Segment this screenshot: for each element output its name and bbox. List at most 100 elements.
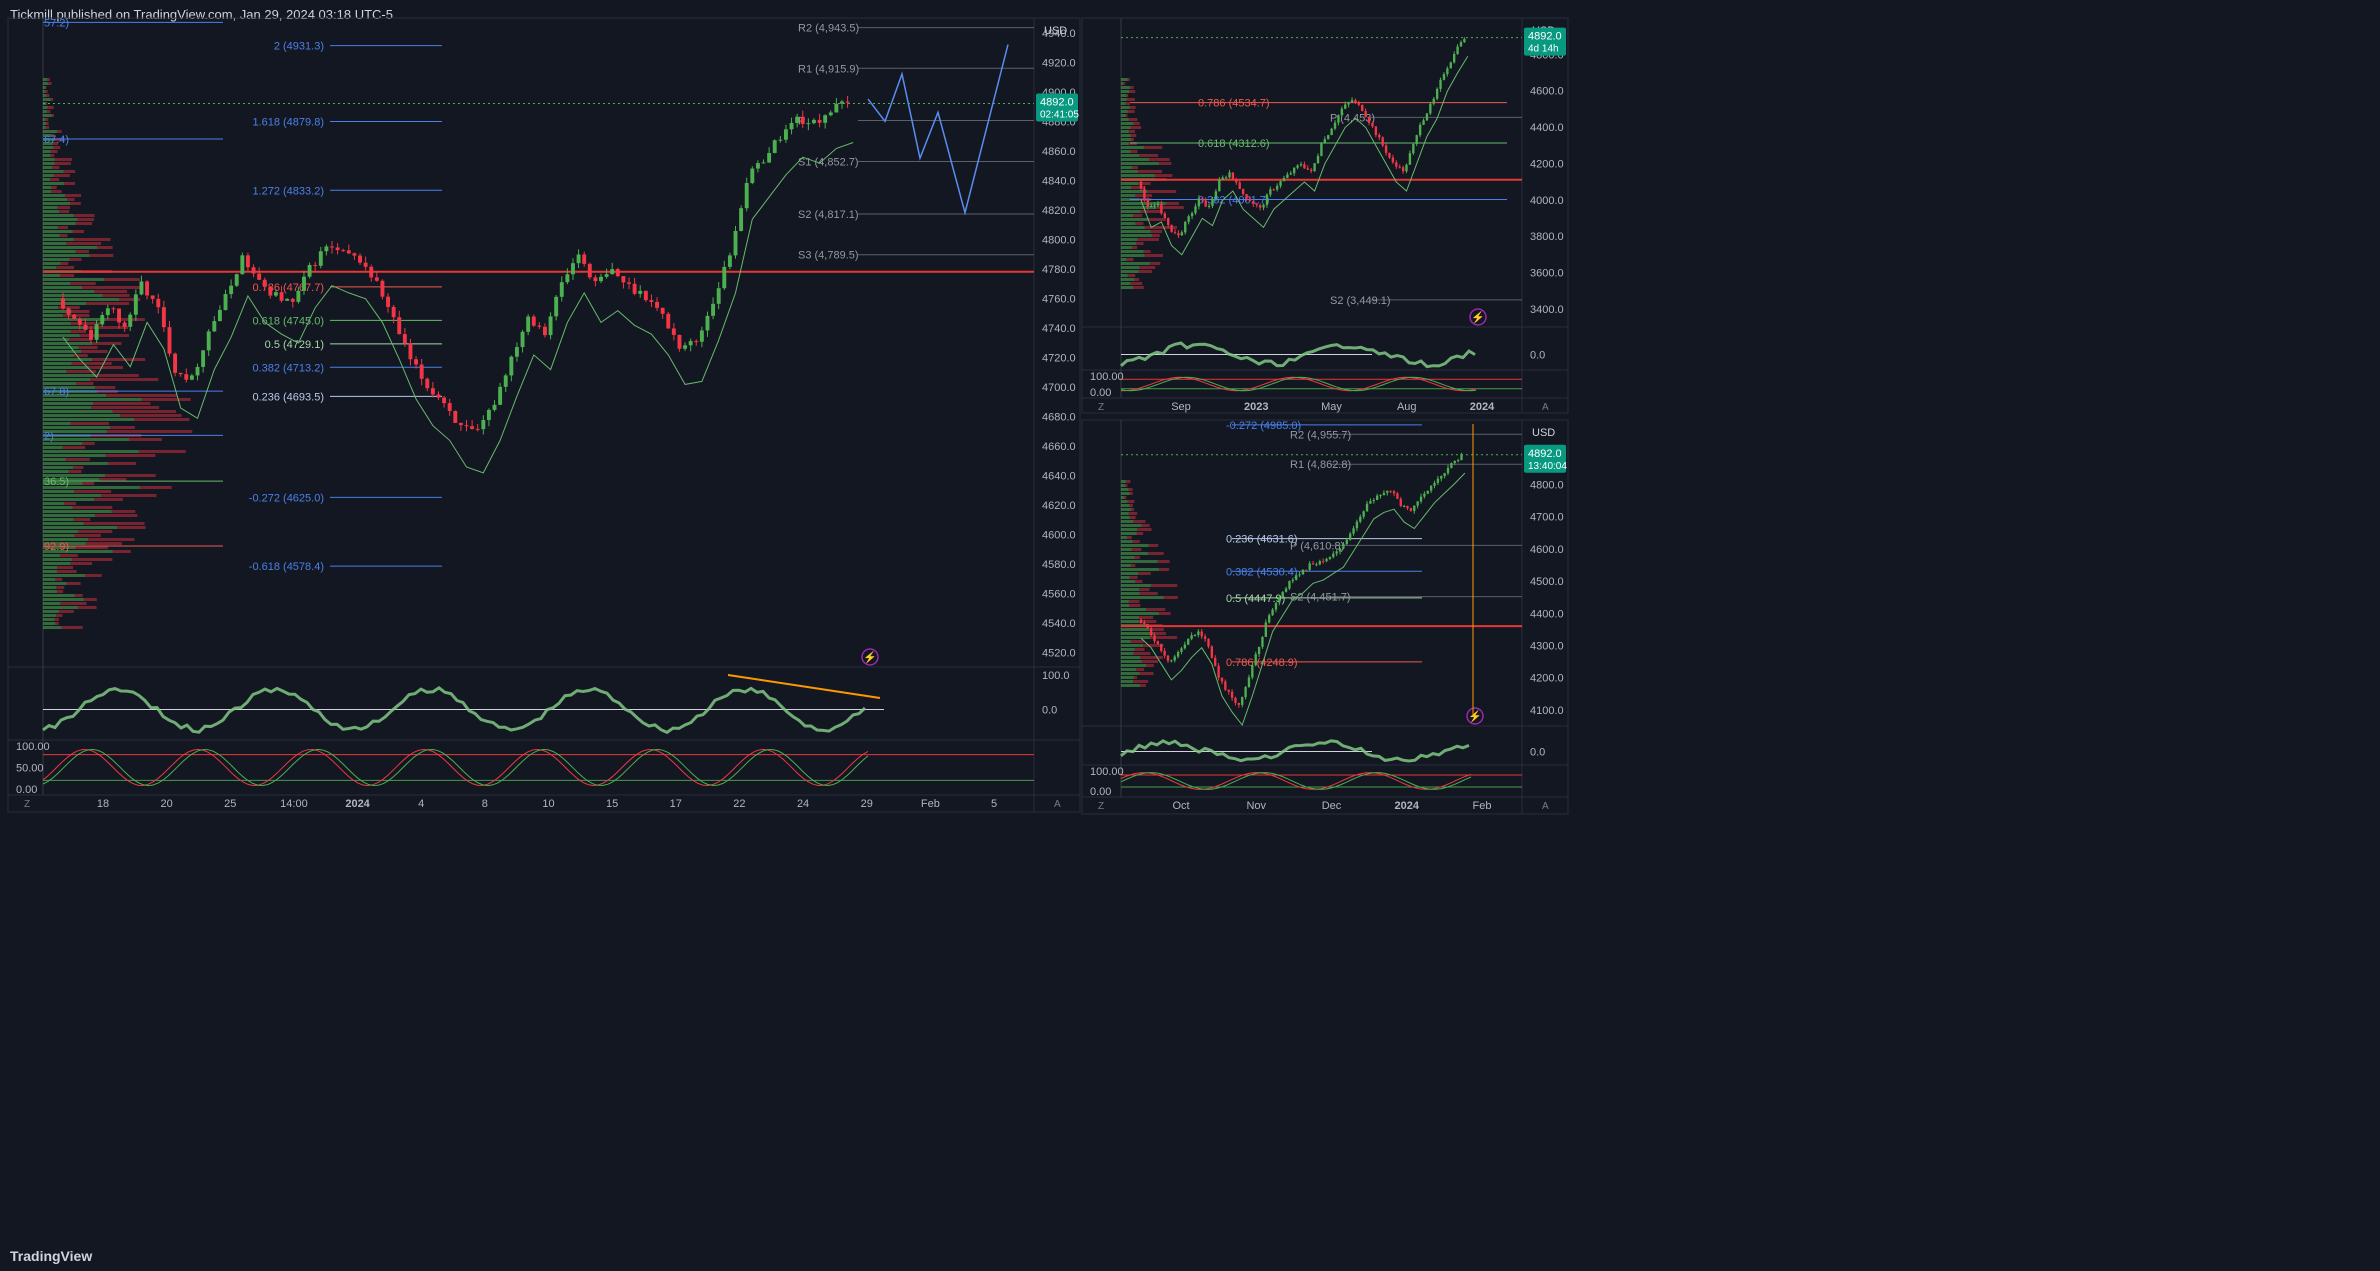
candle-body — [828, 112, 833, 116]
candle-body — [1459, 42, 1463, 47]
candle-body — [1310, 169, 1313, 172]
volume-profile-bar — [1121, 628, 1149, 631]
volume-profile-bar — [1121, 230, 1151, 233]
volume-profile-bar — [53, 174, 70, 177]
volume-profile-bar — [1121, 114, 1126, 117]
volume-profile-bar — [43, 394, 107, 397]
volume-profile-bar — [1135, 242, 1144, 245]
candle-body — [744, 183, 749, 209]
candle-body — [1320, 142, 1323, 156]
volume-profile-bar — [43, 558, 72, 561]
volume-profile-bar — [111, 510, 136, 513]
candle-body — [1177, 233, 1180, 236]
volume-profile-bar — [66, 242, 102, 245]
volume-profile-bar — [1148, 544, 1159, 547]
volume-profile-bar — [43, 170, 64, 173]
volume-profile-bar — [1146, 608, 1166, 611]
fib-level-label: 0.786 (4248.9) — [1226, 657, 1298, 669]
volume-profile-bar — [43, 478, 100, 481]
candle-body — [503, 375, 508, 387]
volume-profile-bar — [1129, 86, 1134, 89]
fib-level-label: 0.5 (4729.1) — [265, 339, 324, 351]
volume-profile-bar — [43, 410, 113, 413]
a-button: A — [1542, 402, 1549, 413]
candle-body — [1374, 126, 1378, 135]
volume-profile-bar — [46, 122, 49, 125]
price-badge — [1036, 93, 1078, 122]
candle-body — [1237, 702, 1241, 705]
volume-profile-bar — [1147, 190, 1177, 193]
volume-profile-bar — [95, 386, 116, 389]
tradingview-logo[interactable]: TradingView — [10, 1248, 93, 1264]
y-tick-label: 4780.0 — [1042, 264, 1076, 276]
volume-profile-bar — [1129, 106, 1136, 109]
candle-body — [1292, 167, 1296, 174]
candle-body — [1359, 516, 1362, 522]
y-tick-label: 4720.0 — [1042, 352, 1076, 364]
y-tick-label: 4560.0 — [1042, 588, 1076, 600]
fib-level-label: 2 (4931.3) — [274, 41, 324, 53]
volume-profile-bar — [43, 82, 49, 85]
volume-profile-bar — [1121, 142, 1129, 145]
volume-profile-bar — [43, 422, 71, 425]
candle-body — [1184, 221, 1187, 233]
volume-profile-bar — [1121, 520, 1134, 523]
candle-body — [565, 274, 570, 283]
volume-profile-bar — [43, 150, 51, 153]
volume-profile-bar — [1121, 640, 1131, 643]
volume-profile-bar — [65, 458, 90, 461]
volume-profile-bar — [43, 602, 61, 605]
candle-body — [195, 366, 200, 376]
volume-profile-bar — [1132, 166, 1139, 169]
candle-body — [296, 290, 301, 302]
volume-profile-bar — [1139, 620, 1157, 623]
volume-profile-bar — [1139, 672, 1154, 675]
volume-profile-bar — [45, 126, 50, 129]
volume-profile-bar — [90, 378, 159, 381]
volume-profile-bar — [43, 438, 130, 441]
volume-profile-bar — [43, 174, 54, 177]
candle-body — [1371, 122, 1374, 127]
fib-stub-label: 57.2) — [44, 17, 69, 29]
volume-profile-bar — [43, 242, 67, 245]
volume-profile-bar — [91, 406, 160, 409]
volume-profile-bar — [43, 250, 76, 253]
candle-body — [1415, 135, 1418, 144]
candle-body — [1210, 646, 1214, 658]
volume-profile-bar — [43, 414, 120, 417]
candle-body — [77, 318, 82, 325]
volume-profile-bar — [43, 238, 74, 241]
candle-body — [285, 298, 290, 301]
volume-profile-bar — [57, 130, 62, 133]
stoch-tick-label: 100.00 — [16, 741, 50, 753]
candle-body — [1227, 689, 1230, 692]
chart-canvas[interactable]: USD4520.04540.04560.04580.04600.04620.04… — [0, 0, 2380, 1240]
candle-body — [1207, 205, 1211, 207]
candle-body — [1337, 115, 1340, 123]
volume-profile-bar — [54, 138, 65, 141]
candle-body — [1257, 646, 1261, 655]
candle-body — [1435, 88, 1439, 99]
volume-profile-bar — [71, 310, 90, 313]
volume-profile-bar — [43, 354, 74, 357]
candle-body — [1347, 102, 1350, 105]
candle-body — [1423, 493, 1426, 497]
candle-body — [1278, 597, 1281, 603]
volume-profile-bar — [56, 590, 64, 593]
candle-body — [1412, 143, 1415, 154]
candle-body — [1254, 654, 1257, 666]
volume-profile-bar — [43, 118, 46, 121]
candle-body — [1289, 173, 1292, 175]
volume-profile-bar — [110, 426, 135, 429]
volume-profile-bar — [1134, 278, 1140, 281]
candle-body — [161, 307, 166, 328]
candle-body — [1230, 691, 1234, 698]
volume-profile-bar — [73, 518, 91, 521]
candle-body — [481, 419, 486, 430]
candle-body — [1291, 579, 1294, 582]
volume-profile-bar — [1121, 222, 1136, 225]
x-tick-label: 2024 — [345, 798, 370, 810]
volume-profile-bar — [1121, 278, 1135, 281]
candle-body — [621, 276, 626, 283]
volume-profile-bar — [1146, 664, 1154, 667]
